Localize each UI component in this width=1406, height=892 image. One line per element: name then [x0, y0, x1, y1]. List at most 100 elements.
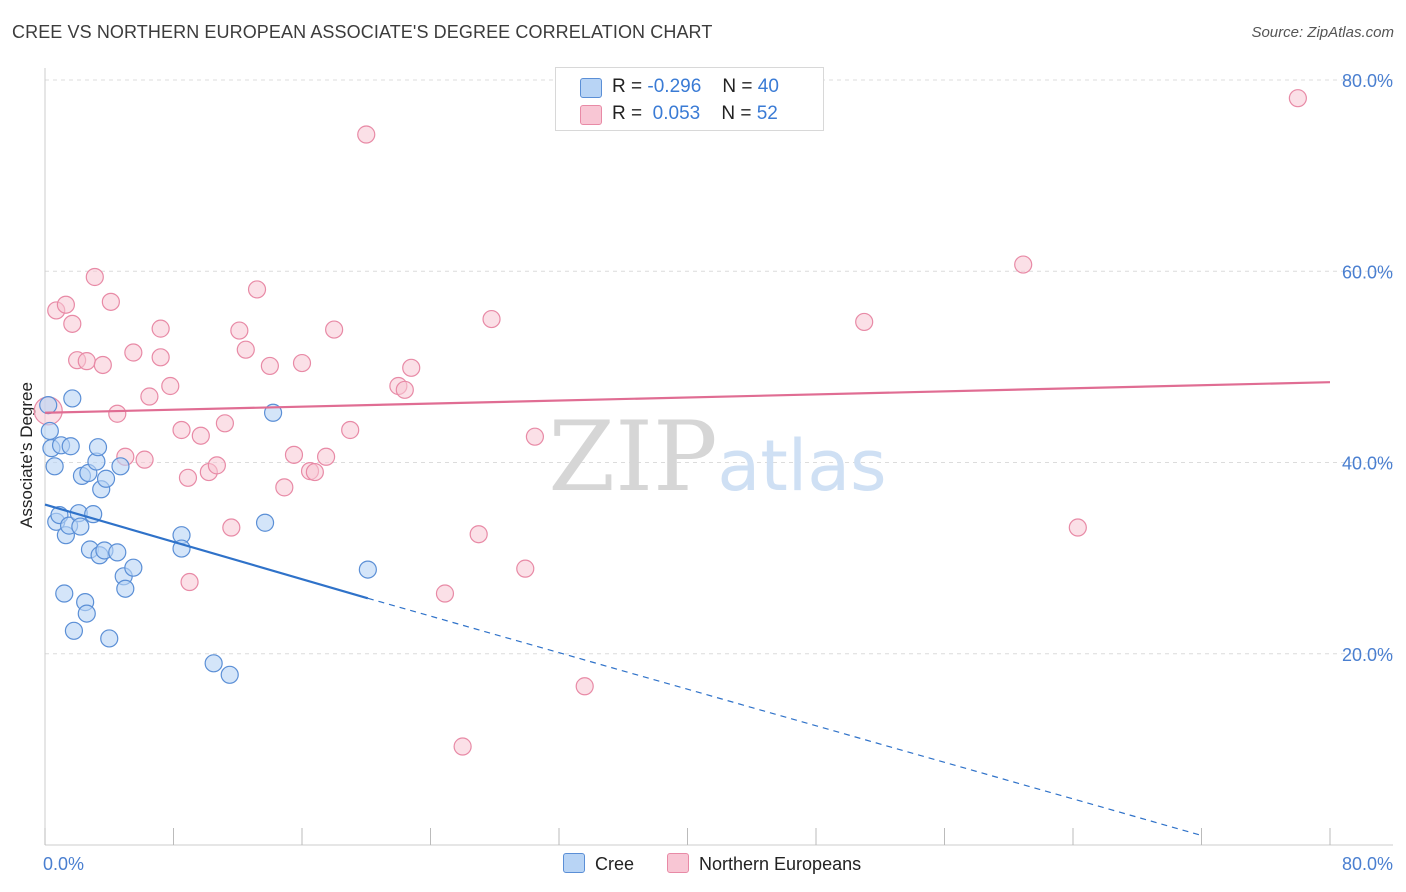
ne-point [525, 427, 545, 446]
bottom-legend-cree[interactable]: Cree [563, 853, 634, 875]
x-tick-label-min: 0.0% [43, 854, 84, 874]
ne-point [207, 456, 226, 475]
ne-point [63, 314, 82, 333]
ne-point [275, 478, 294, 497]
tick-labels: 20.0% 40.0% 60.0% 80.0% 0.0% 80.0% [43, 71, 1393, 874]
ne-legend-icon [667, 853, 689, 873]
cree-point [77, 604, 96, 623]
legend-ne-n-value: 52 [756, 103, 778, 124]
ne-point [453, 737, 472, 756]
legend-ne-r-label: R = [612, 103, 643, 124]
ne-point [236, 340, 255, 359]
ne-point [482, 309, 501, 329]
ne-point [215, 414, 234, 433]
legend-cree-n-label: N = [722, 76, 753, 97]
cree-point [45, 457, 64, 476]
ne-swatch-icon [580, 105, 602, 125]
cree-point [71, 517, 90, 536]
ne-point [178, 468, 198, 487]
cree-point [64, 621, 84, 640]
ne-point [85, 267, 104, 287]
ne-point [855, 312, 874, 332]
legend-ne-n-label: N = [721, 103, 752, 124]
ne-point [341, 420, 360, 440]
legend-cree-r-label: R = [612, 76, 643, 97]
bottom-legend-ne[interactable]: Northern Europeans [667, 853, 861, 875]
cree-point [116, 579, 135, 598]
cree-point [100, 629, 119, 648]
y-tick-label-60: 60.0% [1342, 262, 1393, 282]
legend-cree-r-value: -0.296 [647, 76, 702, 97]
ne-point [292, 353, 312, 373]
ne-point [1068, 518, 1087, 537]
x-tick-label-max: 80.0% [1342, 854, 1393, 874]
cree-trend-line [44, 503, 369, 600]
ne-point [395, 380, 414, 399]
ne-point [151, 319, 170, 338]
ne-point [101, 292, 120, 311]
ne-point [305, 462, 324, 482]
y-tick-label-80: 80.0% [1342, 71, 1393, 91]
gridlines [45, 79, 1393, 655]
watermark-zip: ZIP [548, 401, 717, 513]
ne-point [222, 518, 241, 537]
ne-point [1288, 89, 1307, 108]
correlation-legend: R = -0.296 N = 40 R = 0.053 N = 52 [555, 67, 824, 131]
ne-point [140, 387, 159, 406]
cree-point [255, 513, 275, 532]
legend-cree-n-value: 40 [757, 76, 779, 97]
ne-point [357, 125, 376, 144]
cree-point [96, 469, 116, 488]
axes [44, 68, 1393, 846]
ne-point [135, 450, 154, 469]
cree-point [55, 584, 74, 603]
y-tick-label-40: 40.0% [1342, 454, 1393, 474]
watermark-atlas: atlas [717, 425, 886, 507]
trend-lines [44, 381, 1331, 837]
cree-point [358, 560, 377, 579]
source-label: Source: ZipAtlas.com [1251, 24, 1394, 41]
cree-legend-icon [563, 853, 585, 873]
ne-point [516, 559, 535, 578]
ne-point [260, 356, 279, 376]
ne-point [284, 445, 304, 464]
ne-point [172, 420, 191, 440]
y-tick-label-20: 20.0% [1342, 645, 1393, 665]
cree-point [108, 543, 127, 562]
bottom-legend-ne-label: Northern Europeans [699, 854, 862, 874]
cree-point [88, 438, 108, 457]
cree-point [63, 389, 82, 408]
ne-point [77, 352, 96, 371]
cree-point [220, 665, 239, 684]
ne-point [124, 343, 143, 362]
cree-point [124, 558, 143, 577]
cree-swatch-icon [580, 78, 602, 98]
ne-trend-line [44, 381, 1331, 414]
ne-point [151, 348, 170, 367]
ne-point [325, 320, 344, 339]
ne-point [469, 525, 488, 544]
cree-point [40, 421, 59, 441]
ne-point [108, 404, 127, 423]
bottom-legend-cree-label: Cree [595, 854, 635, 874]
cree-trend-extension [367, 597, 1202, 837]
legend-ne-r-value: 0.053 [647, 103, 701, 124]
chart-title: CREE VS NORTHERN EUROPEAN ASSOCIATE'S DE… [12, 22, 713, 42]
cree-point [61, 437, 80, 456]
ne-point [316, 447, 336, 466]
ne-point [191, 426, 210, 445]
ne-point [56, 295, 75, 314]
ne-point [93, 355, 112, 375]
ne-point [435, 584, 455, 603]
cree-point [111, 457, 130, 476]
cree-point [204, 654, 223, 673]
ne-point [402, 358, 421, 377]
ne-point [575, 677, 594, 696]
ne-point [247, 280, 267, 299]
cree-point [39, 396, 58, 415]
ne-point [230, 321, 249, 340]
cree-series [39, 389, 377, 684]
ne-point [161, 376, 180, 396]
ne-point [180, 572, 199, 592]
